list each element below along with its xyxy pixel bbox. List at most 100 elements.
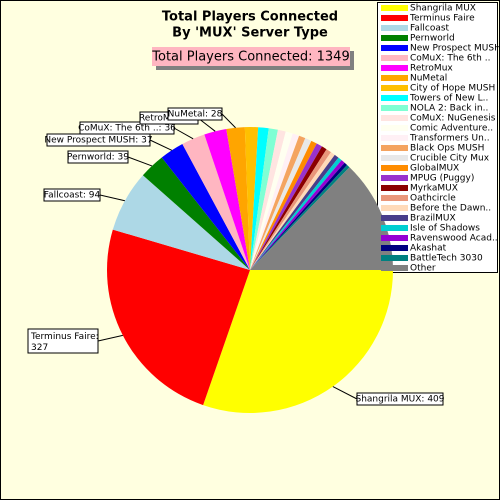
pie-slice (250, 129, 286, 270)
data-label: Terminus Faire: 327 (30, 332, 99, 353)
legend-swatch (381, 195, 408, 201)
legend-swatch (381, 245, 408, 251)
pie-slice (250, 162, 348, 270)
total-label: Total Players Connected: 1349 (151, 50, 349, 65)
leader-line (149, 139, 172, 151)
legend-swatch (381, 225, 408, 231)
leader-line (127, 156, 153, 167)
legend-label: Fallcoast (410, 24, 450, 34)
legend-label: Pernworld (410, 34, 455, 44)
pie-slice (203, 270, 393, 413)
pie-slice (107, 229, 251, 406)
pie-slice (182, 134, 250, 270)
legend-swatch (381, 155, 408, 161)
pie-slice (250, 154, 339, 270)
legend-swatch (381, 175, 408, 181)
data-label: Pernworld: 39 (67, 153, 129, 163)
legend-label: Ravenswood Acad.. (410, 234, 498, 244)
legend-label: Shangrila MUX (410, 4, 476, 14)
legend-label: Crucible City Mux (410, 154, 490, 164)
label-box (67, 150, 129, 164)
legend-swatch (381, 165, 408, 171)
legend-swatch (381, 235, 408, 241)
legend-label: Akashat (410, 244, 447, 254)
legend-label: Transformers Un.. (409, 134, 490, 144)
leader-line (173, 127, 194, 140)
data-label: Shangrila MUX: 409 (355, 395, 444, 405)
legend-swatch (381, 205, 408, 211)
legend-label: Terminus Faire (409, 14, 475, 24)
label-box (43, 188, 101, 202)
legend-swatch (381, 75, 408, 81)
pie-slice (250, 149, 331, 270)
legend-label: CoMuX: NuGenesis (410, 114, 496, 124)
pie-slice (250, 131, 293, 270)
pie-slice (112, 175, 251, 270)
label-box (27, 328, 99, 354)
label-box (167, 107, 223, 121)
leader-line (97, 334, 123, 342)
pie-slice (204, 128, 250, 270)
leader-line (99, 194, 125, 202)
legend-swatch (381, 185, 408, 191)
legend-swatch (381, 5, 408, 11)
label-box (79, 121, 175, 135)
legend-swatch (381, 105, 408, 111)
legend-label: CoMuX: The 6th .. (410, 54, 490, 64)
chart-title: Total Players Connected (162, 10, 338, 25)
legend-label: Oathcircle (410, 194, 456, 204)
legend-swatch (381, 255, 408, 261)
legend-label: NOLA 2: Back in.. (410, 104, 488, 114)
legend-swatch (381, 35, 408, 41)
legend-label: New Prospect MUSH (410, 44, 500, 54)
legend-label: GlobalMUX (410, 164, 459, 174)
data-label: CoMuX: The 6th ..: 36 (78, 124, 176, 134)
legend-label: Other (410, 264, 436, 274)
chart-subtitle: By 'MUX' Server Type (172, 26, 328, 41)
legend-swatch (381, 135, 408, 141)
legend-swatch (381, 145, 408, 151)
data-label: Fallcoast: 94 (44, 191, 101, 201)
pie-slice (250, 127, 269, 270)
pie-slice (250, 152, 335, 270)
legend-swatch (381, 25, 408, 31)
legend-label: BrazilMUX (410, 214, 456, 224)
pie-slice (250, 157, 342, 270)
pie-slice (250, 160, 345, 270)
pie-slice (161, 143, 250, 270)
pie-slice (226, 127, 250, 270)
pie-slice (250, 140, 317, 270)
legend-label: MyrkaMUX (410, 184, 458, 194)
pie-slice (250, 133, 300, 270)
legend-label: BattleTech 3030 (410, 254, 483, 264)
label-box (356, 392, 444, 406)
pie-slice (250, 146, 327, 270)
legend-swatch (381, 95, 408, 101)
legend-label: Comic Adventure.. (410, 124, 493, 134)
legend-swatch (381, 45, 408, 51)
pie-slice (250, 135, 306, 270)
pie-slice (142, 157, 250, 270)
legend-swatch (381, 125, 408, 131)
legend-swatch (381, 15, 408, 21)
data-label: New Prospect MUSH: 37 (44, 136, 152, 146)
pie-slice (250, 143, 322, 270)
pie-slice (250, 138, 312, 270)
legend-swatch (381, 115, 408, 121)
legend-swatch (381, 215, 408, 221)
legend-swatch (381, 85, 408, 91)
legend-swatch (381, 65, 408, 71)
pie-slice (250, 128, 278, 270)
leader-line (332, 386, 358, 400)
legend-label: NuMetal (410, 74, 447, 84)
legend-label: MPUG (Puggy) (410, 174, 474, 184)
pie-slice (250, 165, 350, 270)
leader-line (221, 113, 236, 129)
legend-label: RetroMux (410, 64, 453, 74)
legend-swatch (381, 265, 408, 271)
total-box (152, 47, 350, 66)
legend-label: Towers of New L.. (409, 94, 488, 104)
legend-label: Black Ops MUSH (410, 144, 484, 154)
data-label: NuMetal: 28 (168, 110, 223, 120)
